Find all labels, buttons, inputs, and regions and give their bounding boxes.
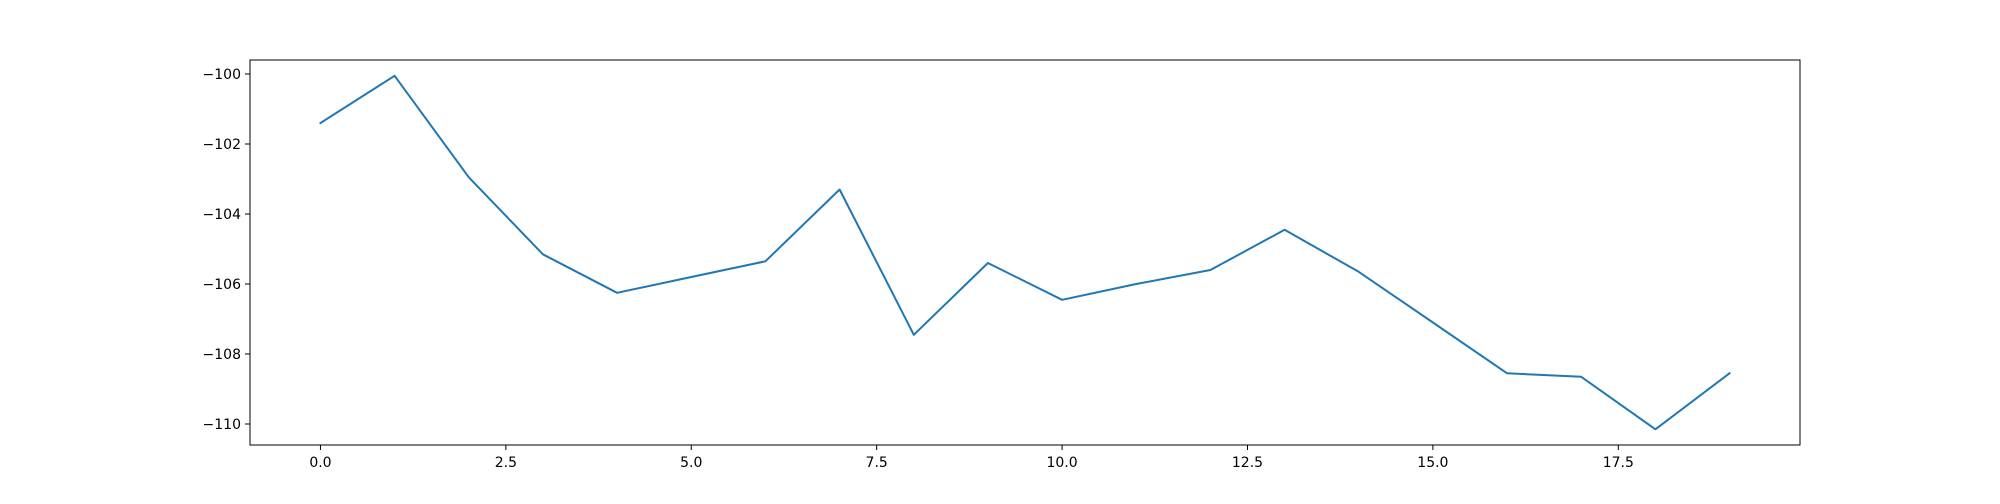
x-tick-label: 5.0 — [680, 455, 702, 471]
y-tick-label: −106 — [203, 277, 242, 293]
x-tick-label: 17.5 — [1603, 455, 1634, 471]
x-tick-label: 7.5 — [866, 455, 888, 471]
y-tick-label: −100 — [203, 67, 241, 83]
y-axis-ticks: −100 −102 −104 −106 −108 −110 — [203, 67, 250, 433]
y-tick-label: −102 — [203, 137, 241, 153]
x-tick-label: 10.0 — [1046, 455, 1077, 471]
y-tick-label: −108 — [203, 347, 241, 363]
x-axis-ticks: 0.0 2.5 5.0 7.5 10.0 12.5 15.0 17.5 — [309, 445, 1634, 471]
y-tick-label: −110 — [203, 417, 241, 433]
x-tick-label: 0.0 — [309, 455, 331, 471]
y-tick-label: −104 — [203, 207, 242, 223]
series-group — [319, 74, 1731, 431]
x-tick-label: 12.5 — [1232, 455, 1263, 471]
plot-area-frame — [249, 59, 1801, 446]
series-line — [319, 74, 1731, 431]
x-tick-label: 15.0 — [1417, 455, 1448, 471]
x-tick-label: 2.5 — [495, 455, 517, 471]
